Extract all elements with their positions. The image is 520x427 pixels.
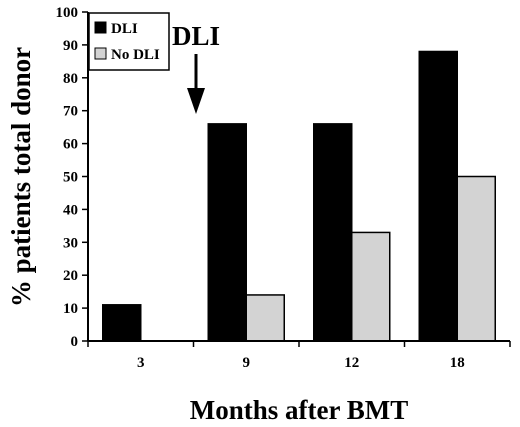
y-tick-label: 90	[63, 38, 78, 54]
x-tick-label: 3	[137, 355, 145, 371]
bar-dli-18	[418, 50, 458, 342]
bar-no-dli-9	[245, 294, 285, 342]
legend: DLI No DLI	[88, 12, 170, 71]
legend-swatch-dli	[94, 21, 107, 34]
x-tick-label: 9	[243, 355, 251, 371]
bar-dli-12	[313, 123, 353, 342]
x-ticks-group: 3 9 12 18	[87, 341, 511, 371]
y-tick-label: 50	[63, 170, 78, 186]
y-tick-label: 10	[63, 301, 78, 317]
bar-dli-3	[102, 304, 142, 342]
y-ticks-group: 0 10 20 30 40 50 60 70 80 90 100	[56, 5, 88, 350]
y-tick-label: 30	[63, 235, 78, 251]
legend-label-dli: DLI	[111, 21, 138, 37]
y-tick-label: 60	[63, 137, 78, 153]
y-tick-label: 40	[63, 202, 78, 218]
x-axis-title: Months after BMT	[190, 395, 408, 425]
legend-label-no-dli: No DLI	[111, 47, 160, 63]
y-axis-title: % patients total donor	[6, 47, 36, 307]
y-tick-label: 70	[63, 104, 78, 120]
y-tick-label: 0	[71, 334, 79, 350]
y-tick-label: 80	[63, 71, 78, 87]
x-tick-label: 12	[344, 355, 359, 371]
bars-group	[102, 50, 496, 342]
bar-no-dli-12	[351, 231, 391, 342]
dli-annotation: DLI	[172, 21, 220, 114]
x-tick-label: 18	[450, 355, 465, 371]
y-tick-label: 20	[63, 268, 78, 284]
y-tick-label: 100	[56, 5, 79, 21]
annotation-label: DLI	[172, 21, 220, 51]
bar-dli-9	[207, 123, 247, 342]
legend-swatch-no-dli	[94, 47, 107, 60]
bar-no-dli-18	[456, 175, 496, 342]
annotation-arrow-head	[187, 88, 205, 114]
